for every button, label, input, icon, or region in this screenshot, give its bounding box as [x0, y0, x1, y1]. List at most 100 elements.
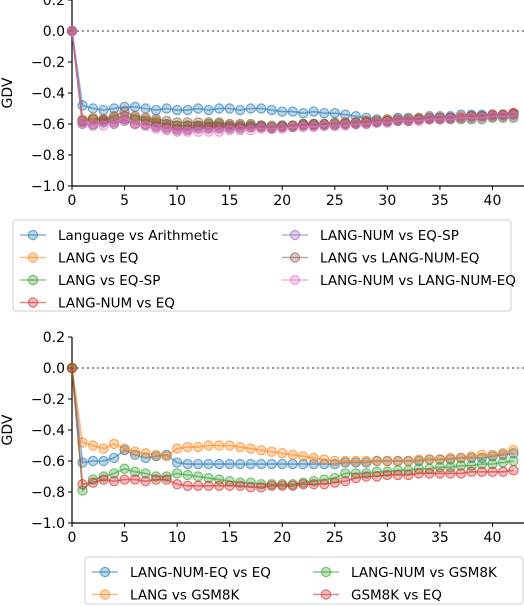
- data-point: [192, 441, 204, 453]
- x-tick-label: 25: [326, 530, 344, 546]
- data-point: [129, 111, 141, 122]
- x-tick-label: 30: [378, 530, 396, 546]
- x-tick-label: 5: [120, 530, 129, 546]
- data-point: [245, 443, 256, 454]
- data-point: [487, 466, 498, 478]
- legend-item: LANG vs GSM8K: [92, 588, 240, 604]
- data-point: [487, 458, 498, 470]
- y-tick-label: −0.4: [31, 423, 65, 439]
- legend-label: LANG-NUM vs EQ: [58, 296, 175, 312]
- series-line: [71, 30, 514, 133]
- x-tick-label: 15: [221, 193, 239, 209]
- y-tick-label: 0.2: [43, 0, 65, 9]
- data-point: [287, 458, 298, 470]
- data-point: [119, 112, 130, 124]
- data-point: [213, 126, 225, 137]
- data-point: [87, 118, 99, 130]
- chart-panel-2: 0.2 0.0 −0.2 −0.4 −0.6 −0.8 −1.00 5 10 15 20 25 30 35…: [0, 330, 524, 546]
- data-point: [371, 117, 383, 128]
- data-point: [424, 454, 435, 465]
- legend-item: LANG vs LANG-NUM-EQ: [282, 251, 479, 267]
- data-point: [192, 103, 204, 114]
- data-point: [224, 458, 235, 470]
- data-point: [129, 101, 141, 113]
- data-point: [150, 471, 162, 482]
- data-point: [298, 479, 309, 490]
- data-point: [108, 468, 120, 479]
- legend-item: LANG-NUM vs EQ: [20, 296, 175, 312]
- legend-label: LANG vs EQ-SP: [58, 273, 160, 289]
- data-point: [98, 104, 109, 116]
- data-point: [140, 112, 151, 124]
- data-point: [497, 448, 509, 459]
- data-point: [119, 474, 130, 485]
- data-point: [350, 455, 362, 467]
- data-point: [361, 471, 372, 482]
- data-point: [150, 474, 162, 485]
- data-point: [319, 107, 330, 119]
- series-line: [71, 367, 514, 493]
- y-tick-label: 0.0: [43, 24, 65, 40]
- data-point: [140, 120, 151, 131]
- data-point: [161, 124, 172, 136]
- data-point: [298, 458, 309, 470]
- data-point: [287, 106, 298, 117]
- data-point: [277, 458, 288, 470]
- x-tick-label: 25: [326, 193, 344, 209]
- data-point: [224, 103, 235, 114]
- data-point: [308, 475, 319, 487]
- data-point: [108, 475, 120, 487]
- data-point: [108, 438, 120, 450]
- data-point: [445, 452, 456, 464]
- data-point: [319, 120, 330, 131]
- data-point: [203, 472, 214, 484]
- data-point: [203, 126, 214, 137]
- data-point: [213, 458, 225, 470]
- data-point: [277, 123, 288, 134]
- data-point: [434, 114, 446, 125]
- data-point: [455, 452, 467, 464]
- data-point: [213, 117, 225, 128]
- data-point: [150, 104, 162, 116]
- data-point: [182, 104, 193, 116]
- data-point: [161, 103, 172, 114]
- data-point: [203, 440, 214, 451]
- data-point: [403, 455, 414, 467]
- data-point: [497, 111, 509, 122]
- data-point: [171, 479, 183, 490]
- legend-label: LANG-NUM-EQ vs EQ: [130, 565, 271, 581]
- x-tick-label: 35: [431, 530, 449, 546]
- data-point: [256, 444, 267, 456]
- data-point: [424, 468, 435, 479]
- data-point: [340, 475, 351, 487]
- data-point: [277, 448, 288, 459]
- data-point: [77, 117, 88, 128]
- series-line: [71, 30, 514, 127]
- data-point: [256, 458, 267, 470]
- data-point: [119, 463, 130, 474]
- data-point: [182, 480, 193, 491]
- data-point: [413, 454, 425, 465]
- data-point: [508, 444, 519, 456]
- data-point: [308, 452, 319, 464]
- legend-item: GSM8K vs EQ: [313, 588, 442, 604]
- data-point: [266, 123, 277, 134]
- data-point: [392, 455, 404, 467]
- data-point: [434, 454, 446, 465]
- data-point: [455, 460, 467, 471]
- data-point: [266, 480, 277, 491]
- data-point: [129, 466, 141, 478]
- data-point: [129, 474, 141, 485]
- data-point: [256, 482, 267, 493]
- data-point: [340, 468, 351, 479]
- legend: LANG-NUM-EQ vs EQ LANG vs GSM8K LANG-NUM v…: [84, 556, 524, 605]
- data-point: [266, 458, 277, 470]
- legend-label: Language vs Arithmetic: [58, 228, 219, 244]
- data-point: [192, 480, 204, 491]
- data-point: [108, 117, 120, 128]
- x-tick-label: 40: [484, 530, 502, 546]
- data-point: [382, 469, 393, 481]
- legend-item: LANG-NUM vs EQ-SP: [282, 228, 459, 244]
- data-point: [108, 452, 120, 464]
